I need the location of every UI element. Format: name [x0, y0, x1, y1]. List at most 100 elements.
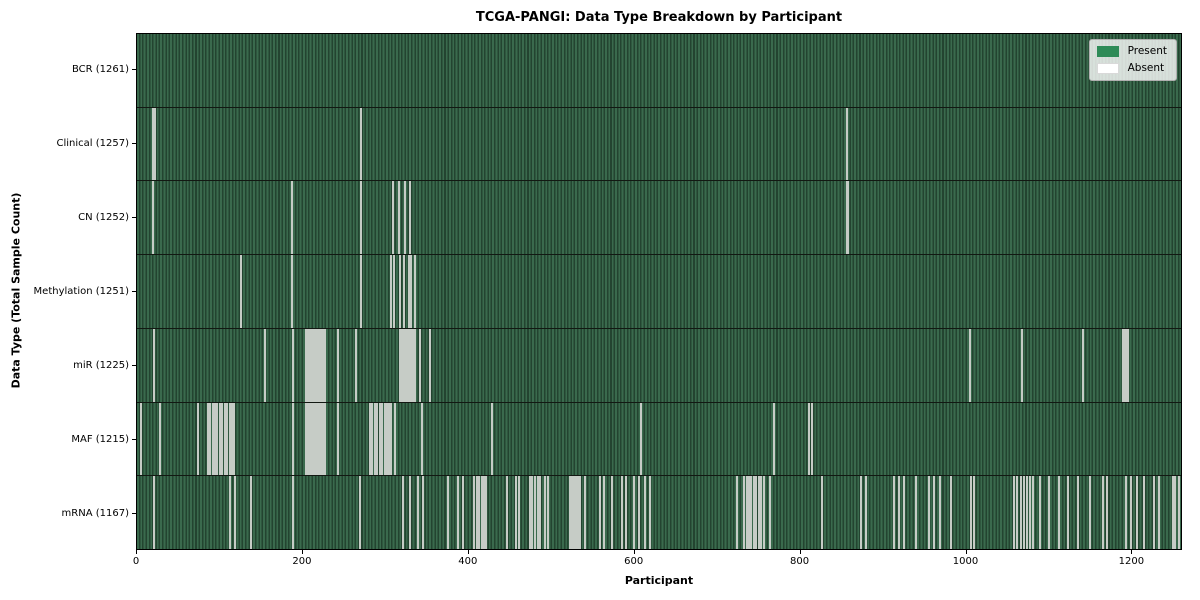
absent-stripe: [768, 476, 771, 550]
absent-stripe: [574, 476, 577, 550]
absent-stripe: [311, 402, 314, 476]
absent-stripe: [290, 181, 293, 255]
absent-stripe: [389, 255, 392, 328]
absent-stripe: [378, 402, 381, 476]
absent-stripe: [310, 402, 313, 476]
absent-stripe: [603, 476, 606, 550]
legend-absent-label: Absent: [1127, 62, 1165, 74]
heatmap-row-maf: [137, 402, 1181, 477]
absent-stripe: [760, 476, 763, 550]
absent-stripe: [820, 476, 823, 550]
absent-stripe: [398, 328, 401, 402]
absent-stripe: [536, 476, 539, 550]
absent-stripe: [807, 402, 810, 476]
absent-stripe: [950, 476, 952, 550]
y-tick-label-clinical: Clinical (1257): [56, 138, 130, 150]
absent-stripe: [446, 476, 449, 550]
absent-stripe: [611, 476, 614, 550]
absent-stripe: [514, 476, 517, 550]
absent-stripe: [546, 476, 549, 550]
absent-stripe: [290, 255, 293, 328]
absent-stripe: [637, 476, 640, 550]
absent-stripe: [973, 476, 976, 550]
absent-stripe: [748, 476, 750, 550]
absent-stripe: [897, 476, 900, 550]
absent-stripe: [1019, 476, 1022, 550]
absent-stripe: [405, 328, 408, 402]
absent-stripe: [226, 402, 229, 476]
x-tick-label-600: 600: [624, 556, 644, 567]
absent-stripe: [321, 328, 324, 402]
absent-stripe: [223, 402, 226, 476]
absent-stripe: [772, 402, 775, 476]
absent-stripe: [915, 476, 918, 550]
absent-stripe: [859, 476, 862, 550]
absent-stripe: [319, 402, 322, 476]
absent-stripe: [371, 402, 374, 476]
absent-stripe: [1039, 476, 1042, 550]
absent-stripe: [421, 476, 424, 550]
absent-stripe: [336, 402, 339, 476]
absent-stripe: [321, 402, 324, 476]
legend: Present Absent: [1088, 39, 1177, 81]
absent-stripe: [543, 476, 546, 550]
absent-stripe: [196, 402, 199, 476]
absent-stripe: [213, 402, 216, 476]
y-tick-mark: [131, 143, 136, 145]
absent-stripe: [643, 476, 646, 550]
absent-stripe: [810, 402, 813, 476]
x-tick-mark: [136, 550, 137, 554]
absent-stripe: [1177, 476, 1180, 550]
absent-stripe: [389, 402, 392, 476]
y-tick-mark: [131, 364, 136, 366]
absent-stripe: [359, 107, 362, 181]
absent-stripe: [506, 476, 509, 550]
absent-stripe: [932, 476, 935, 550]
absent-stripe: [755, 476, 758, 550]
absent-stripe: [864, 476, 867, 550]
absent-stripe: [291, 402, 294, 476]
absent-stripe: [240, 255, 243, 328]
plot-area: Present Absent: [136, 33, 1182, 550]
absent-stripe: [1125, 328, 1128, 402]
absent-stripe: [577, 476, 580, 550]
absent-stripe: [736, 476, 739, 550]
absent-stripe: [315, 328, 317, 402]
absent-stripe: [359, 181, 362, 255]
absent-stripe: [386, 402, 389, 476]
absent-stripe: [413, 328, 416, 402]
absent-stripe: [218, 402, 221, 476]
absent-stripe: [152, 476, 155, 550]
x-tick-mark: [467, 550, 469, 554]
absent-stripe: [221, 402, 224, 476]
absent-stripe: [533, 476, 536, 550]
absent-stripe: [420, 402, 423, 476]
absent-stripe: [316, 402, 319, 476]
absent-stripe: [399, 255, 402, 328]
absent-stripe: [140, 402, 143, 476]
absent-stripe: [1106, 476, 1109, 550]
absent-stripe: [632, 476, 635, 550]
absent-stripe: [206, 402, 209, 476]
absent-stripe: [480, 476, 483, 550]
absent-stripe: [845, 107, 848, 181]
absent-stripe: [228, 476, 231, 550]
absent-stripe: [531, 476, 534, 550]
absent-stripe: [1129, 476, 1132, 550]
heatmap-row-bcr: [137, 34, 1181, 108]
y-tick-label-bcr: BCR (1261): [71, 64, 129, 76]
x-tick-label-0: 0: [132, 556, 140, 567]
absent-stripe: [1066, 476, 1069, 550]
absent-stripe: [1136, 476, 1139, 550]
absent-stripe: [151, 181, 154, 255]
absent-stripe: [401, 476, 404, 550]
absent-stripe: [305, 402, 308, 476]
x-tick-label-1200: 1200: [1118, 556, 1145, 567]
y-tick-label-mrna: mRNA (1167): [61, 507, 129, 519]
absent-stripe: [231, 402, 234, 476]
absent-stripe: [484, 476, 487, 550]
absent-stripe: [478, 476, 481, 550]
absent-stripe: [313, 328, 316, 402]
absent-stripe: [1102, 476, 1105, 550]
absent-stripe: [151, 107, 154, 181]
